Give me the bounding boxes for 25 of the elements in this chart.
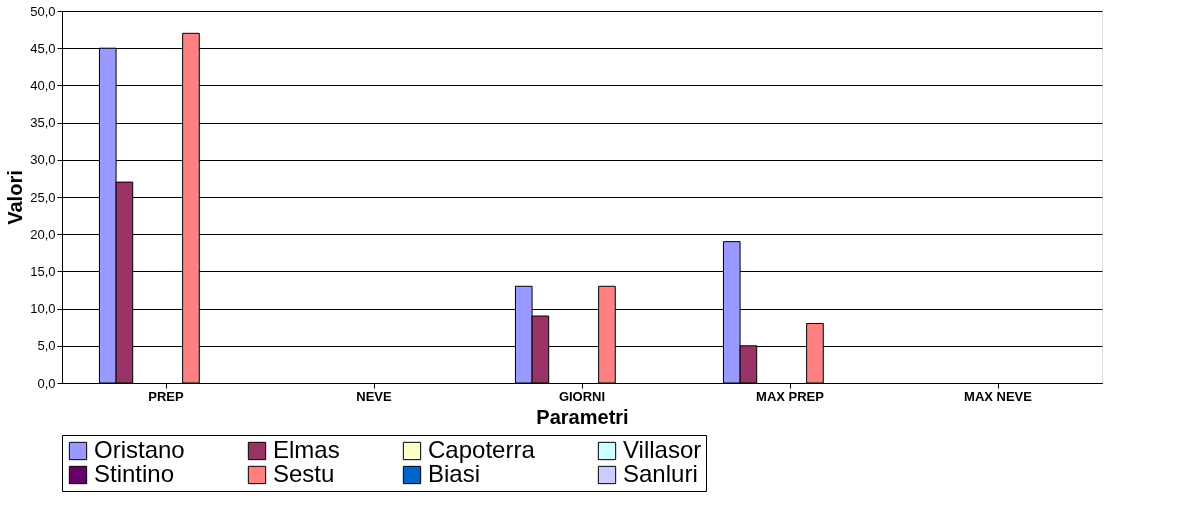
y-tick-label: 15,0	[30, 263, 56, 279]
legend-label: Villasor	[623, 436, 702, 463]
y-tick-label: 5,0	[37, 338, 56, 354]
y-tick-label: 50,0	[30, 3, 56, 19]
x-axis-title: Parametri	[536, 405, 629, 428]
x-tick-label: GIORNI	[558, 388, 606, 404]
y-tick-label: 30,0	[30, 152, 56, 168]
x-tick-label: PREP	[148, 388, 185, 404]
legend-label: Sanluri	[623, 460, 698, 487]
legend-label: Oristano	[94, 436, 185, 463]
y-tick-label: 20,0	[30, 226, 56, 242]
y-axis-title: Valori	[4, 170, 27, 225]
legend-label: Elmas	[273, 436, 340, 463]
legend-label: Stintino	[94, 460, 175, 487]
x-tick-label: NEVE	[356, 388, 393, 404]
legend-label: Capoterra	[428, 436, 536, 463]
y-tick-label: 40,0	[30, 77, 56, 93]
y-tick-label: 0,0	[37, 375, 56, 391]
y-tick-label: 45,0	[30, 40, 56, 56]
y-tick-label: 35,0	[30, 115, 56, 131]
y-tick-label: 10,0	[30, 301, 56, 317]
x-tick-label: MAX NEVE	[964, 388, 1033, 404]
y-tick-label: 25,0	[30, 189, 56, 205]
x-tick-label: MAX PREP	[756, 388, 825, 404]
legend-label: Sestu	[273, 460, 335, 487]
